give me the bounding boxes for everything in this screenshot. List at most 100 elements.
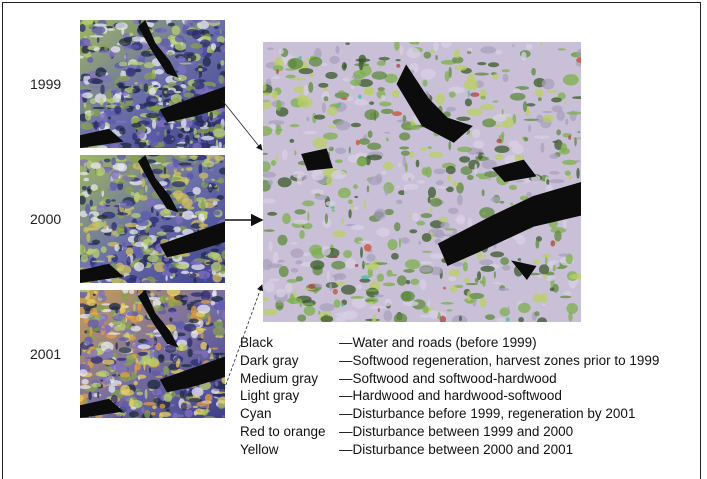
texture — [156, 289, 161, 291]
texture — [492, 74, 498, 80]
texture — [378, 308, 380, 312]
texture — [85, 113, 91, 121]
texture — [535, 89, 543, 97]
texture — [77, 288, 87, 298]
texture — [287, 58, 303, 69]
texture — [372, 71, 387, 79]
texture — [264, 282, 275, 293]
texture — [369, 101, 374, 105]
texture — [551, 97, 562, 102]
texture — [314, 114, 325, 119]
texture — [282, 149, 288, 159]
texture — [182, 293, 186, 295]
texture — [329, 56, 339, 64]
texture — [542, 254, 552, 258]
texture — [445, 71, 450, 82]
texture — [134, 82, 137, 85]
texture — [445, 228, 456, 231]
texture — [173, 301, 183, 305]
texture — [463, 262, 468, 272]
texture — [190, 23, 193, 27]
legend-description: —Softwood and softwood-hardwood — [339, 370, 557, 388]
texture — [110, 90, 120, 93]
texture — [359, 59, 364, 71]
texture — [141, 407, 144, 413]
texture — [161, 27, 166, 33]
texture — [303, 131, 317, 134]
texture — [137, 375, 146, 379]
texture — [158, 354, 164, 363]
texture — [85, 204, 90, 214]
texture — [524, 137, 529, 141]
texture — [507, 306, 509, 314]
texture — [215, 382, 219, 387]
texture — [456, 215, 465, 225]
texture — [98, 371, 110, 378]
texture — [430, 253, 444, 259]
texture — [87, 57, 93, 63]
texture — [351, 225, 364, 231]
texture — [468, 48, 473, 52]
texture — [106, 26, 113, 29]
texture — [364, 199, 366, 210]
texture — [534, 135, 550, 138]
texture — [122, 242, 125, 251]
texture — [143, 239, 154, 246]
texture — [343, 250, 352, 258]
texture — [334, 299, 341, 308]
texture — [262, 153, 268, 155]
texture — [223, 144, 227, 150]
texture — [119, 128, 125, 135]
texture — [90, 349, 98, 358]
texture — [468, 217, 473, 227]
texture — [474, 73, 489, 76]
texture — [510, 93, 526, 101]
texture — [79, 348, 81, 356]
texture — [457, 147, 472, 153]
texture — [182, 210, 194, 219]
texture — [478, 152, 483, 159]
texture — [79, 385, 91, 389]
texture — [183, 93, 194, 98]
texture — [201, 199, 203, 202]
texture — [217, 63, 221, 69]
texture — [383, 56, 386, 62]
texture — [374, 294, 384, 297]
texture — [397, 275, 407, 285]
legend-row: Yellow—Disturbance between 2000 and 2001 — [240, 441, 659, 459]
texture — [338, 103, 341, 105]
texture — [199, 172, 208, 178]
figure: 1999 2000 2001 Black—Water and roads (be… — [0, 0, 707, 479]
texture — [498, 288, 510, 291]
texture — [263, 229, 274, 231]
texture — [341, 285, 356, 295]
texture — [82, 186, 87, 191]
texture — [186, 404, 192, 408]
texture — [211, 43, 216, 50]
texture — [178, 133, 184, 138]
texture — [419, 266, 432, 272]
texture — [291, 242, 298, 244]
texture — [369, 301, 373, 304]
legend: Black—Water and roads (before 1999)Dark … — [240, 334, 659, 459]
texture — [184, 19, 190, 26]
texture — [468, 160, 479, 170]
texture — [469, 293, 484, 299]
texture — [206, 344, 208, 351]
texture — [126, 355, 135, 364]
texture — [345, 258, 356, 269]
texture — [309, 57, 322, 67]
texture — [276, 100, 281, 112]
texture — [146, 113, 160, 118]
texture — [129, 289, 134, 294]
texture — [446, 166, 456, 174]
texture — [110, 235, 116, 239]
texture — [424, 52, 432, 59]
texture — [480, 297, 487, 308]
texture — [410, 279, 419, 285]
texture — [480, 96, 485, 100]
texture — [293, 220, 308, 225]
texture — [401, 237, 410, 243]
texture — [86, 233, 90, 242]
texture — [420, 147, 427, 151]
